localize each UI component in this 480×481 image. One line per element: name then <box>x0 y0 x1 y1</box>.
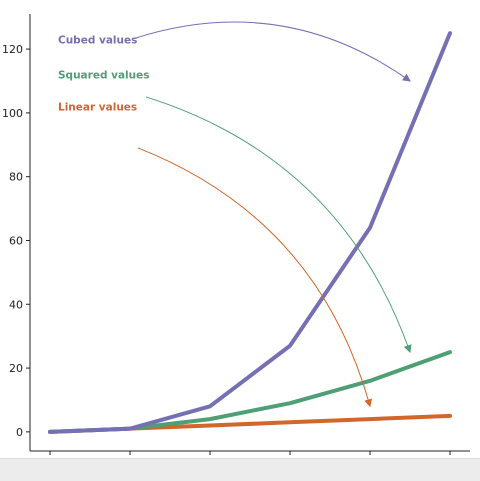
y-tick-label: 0 <box>16 426 23 439</box>
series-layer <box>48 31 452 434</box>
y-tick-label: 100 <box>2 107 23 120</box>
bottom-bar <box>0 458 480 481</box>
annotation-layer: Cubed values Squared values Linear values <box>58 21 412 408</box>
y-tick-label: 120 <box>2 43 23 56</box>
cubed-annotation-arrow <box>133 21 411 82</box>
linear-annotation-arrow <box>137 147 373 408</box>
y-tick-label: 40 <box>9 298 23 311</box>
axes: 012345020406080100120 <box>2 14 470 470</box>
y-tick-label: 20 <box>9 362 23 375</box>
linear-annotation-label: Linear values <box>58 102 137 114</box>
squared-annotation-arrow <box>145 96 412 354</box>
cubed-values-line <box>48 31 452 434</box>
cubed-annotation-label: Cubed values <box>58 35 137 47</box>
y-tick-label: 80 <box>9 171 23 184</box>
squared-annotation-label: Squared values <box>58 70 150 82</box>
y-tick-label: 60 <box>9 234 23 247</box>
